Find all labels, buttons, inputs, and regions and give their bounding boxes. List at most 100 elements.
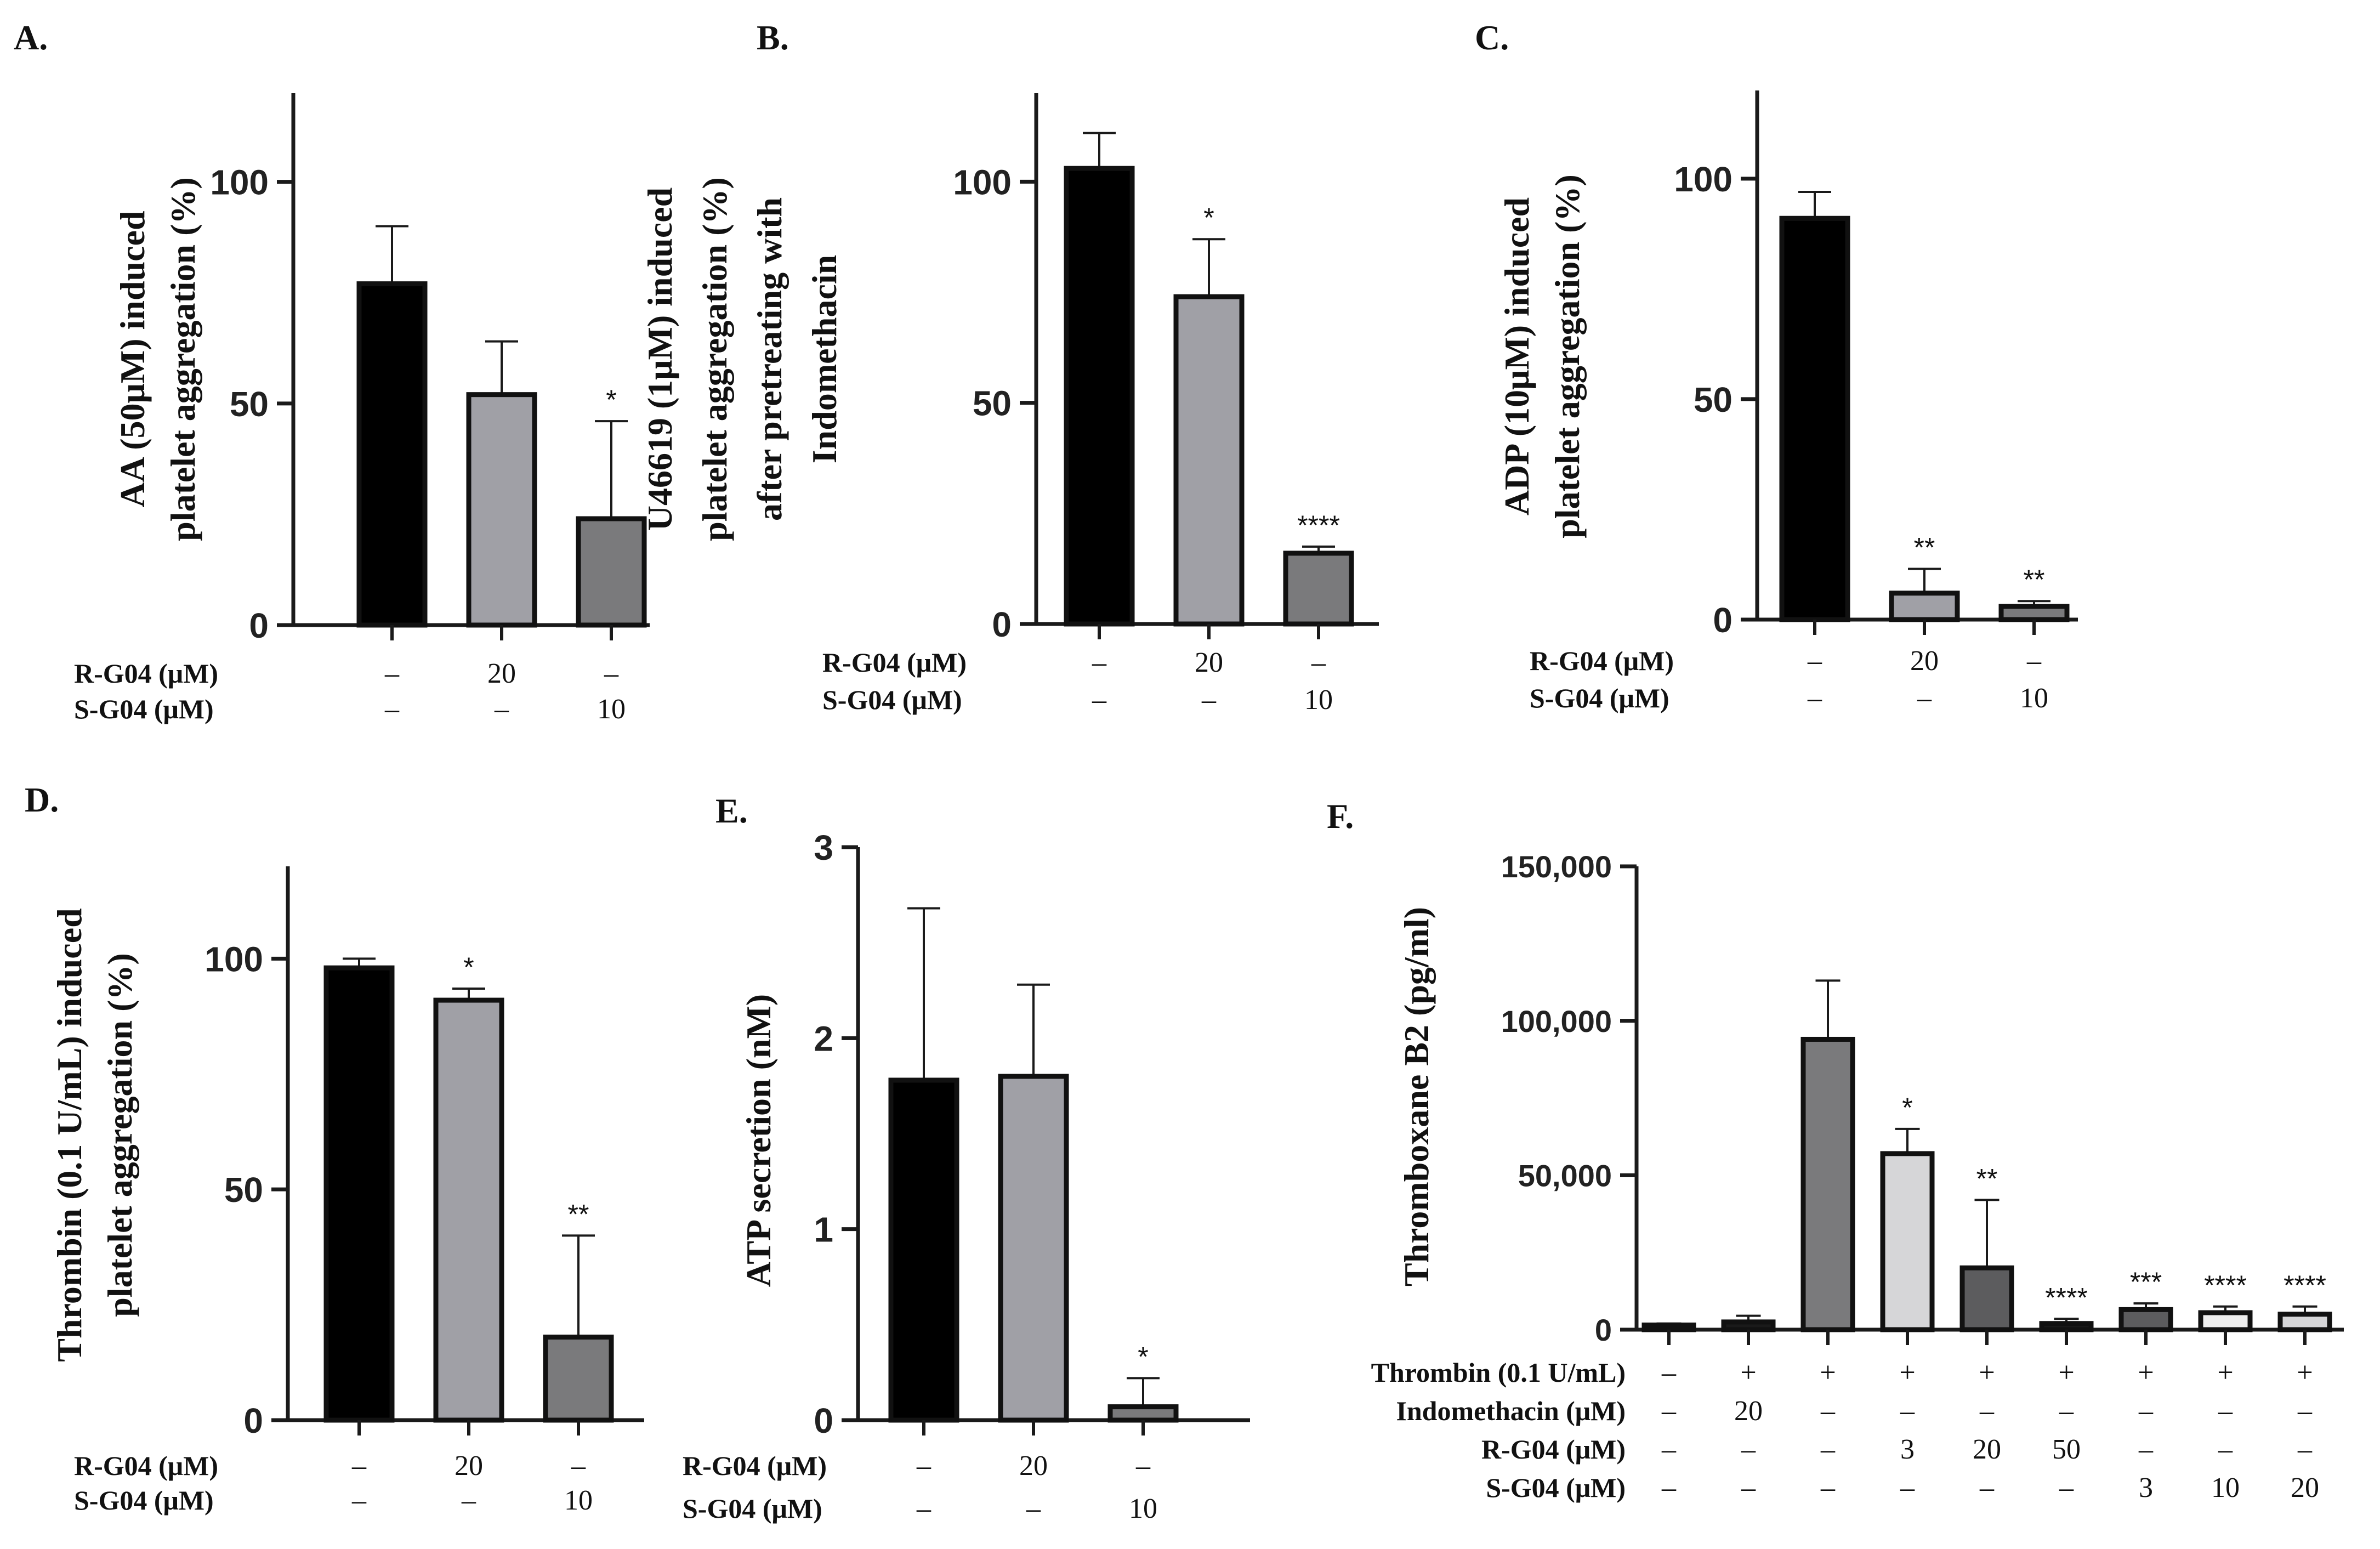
significance-marker: * — [606, 384, 616, 415]
panel-label: C. — [1475, 18, 1509, 57]
y-axis-label: Indomethacin — [805, 255, 844, 464]
condition-value: – — [1661, 1357, 1677, 1388]
condition-value: – — [2297, 1395, 2313, 1427]
y-tick-label: 50 — [230, 384, 269, 424]
y-tick-label: 0 — [243, 1401, 263, 1440]
bar — [1800, 1036, 1855, 1332]
condition-value: – — [1820, 1434, 1836, 1465]
condition-value: – — [1807, 645, 1822, 677]
significance-marker: * — [1203, 202, 1214, 233]
panel-a: A. 0 50 100 AA (50μM) induced platelet aggreg… — [14, 18, 650, 725]
condition-value: 3 — [2139, 1472, 2153, 1503]
bar — [1959, 1265, 2014, 1332]
condition-value: – — [2138, 1395, 2154, 1427]
bar — [1064, 166, 1135, 627]
y-tick-label: 2 — [814, 1019, 833, 1058]
condition-value: – — [1900, 1472, 1915, 1503]
condition-value: – — [916, 1493, 931, 1524]
condition-row-label: S-G04 (μM) — [1530, 683, 1669, 713]
y-tick-label: 3 — [814, 828, 833, 867]
condition-value: – — [2026, 645, 2042, 677]
condition-value: – — [916, 1450, 931, 1482]
y-tick-label: 100,000 — [1501, 1004, 1612, 1039]
condition-value: 20 — [487, 658, 516, 689]
significance-marker: * — [1902, 1092, 1912, 1123]
condition-row-label: R-G04 (μM) — [74, 1450, 218, 1481]
condition-value: – — [2059, 1395, 2074, 1427]
significance-marker: *** — [2130, 1267, 2162, 1297]
condition-value: – — [461, 1485, 476, 1516]
panel-label: B. — [757, 18, 789, 57]
condition-value: – — [1092, 647, 1107, 678]
y-tick-label: 0 — [249, 606, 269, 645]
condition-value: – — [1741, 1472, 1756, 1503]
condition-value: – — [1311, 647, 1326, 678]
condition-value: – — [604, 658, 619, 689]
significance-marker: **** — [2284, 1270, 2326, 1301]
y-tick-label: 50 — [973, 384, 1012, 423]
condition-row-label: R-G04 (μM) — [74, 658, 218, 689]
bar — [1721, 1319, 1776, 1332]
y-tick-label: 0 — [1595, 1313, 1612, 1347]
condition-row-label: Thrombin (0.1 U/mL) — [1371, 1357, 1626, 1388]
bar — [1998, 604, 2070, 622]
condition-value: 20 — [1019, 1450, 1048, 1482]
bar — [888, 1077, 959, 1423]
bar — [466, 392, 537, 628]
bar — [1641, 1323, 1696, 1332]
condition-value: – — [384, 694, 400, 725]
condition-value: – — [571, 1450, 586, 1482]
condition-value: – — [1807, 683, 1822, 714]
bar — [2118, 1307, 2173, 1332]
condition-value: – — [1661, 1395, 1677, 1427]
y-axis-label: ADP (10μM) induced — [1497, 197, 1536, 515]
significance-marker: * — [463, 952, 474, 983]
condition-row-label: S-G04 (μM) — [74, 1485, 214, 1516]
condition-value: – — [2138, 1434, 2154, 1465]
panel-c: C. 0 50 100 ADP (10μM) induced platelet aggre… — [1475, 18, 2078, 714]
y-tick-label: 150,000 — [1501, 849, 1612, 884]
condition-value: – — [1820, 1472, 1836, 1503]
condition-value: 20 — [1734, 1395, 1763, 1427]
bar — [576, 516, 647, 628]
panel-e: E. 0 1 2 3 ATP secretion (nM) * R-G04 (μM) – 20 – S… — [683, 791, 1250, 1524]
bar — [998, 1074, 1069, 1423]
condition-value: – — [1135, 1450, 1151, 1482]
condition-value: 20 — [1910, 645, 1939, 677]
condition-row-label: S-G04 (μM) — [74, 694, 214, 724]
condition-value: – — [1201, 684, 1217, 716]
y-axis-label: AA (50μM) induced — [113, 211, 152, 507]
y-axis-label: platelet aggregation (%) — [100, 953, 139, 1317]
condition-value: – — [2218, 1434, 2233, 1465]
bar — [323, 965, 395, 1423]
condition-row-label: S-G04 (μM) — [683, 1493, 822, 1524]
condition-value: 10 — [1129, 1493, 1157, 1524]
panel-label: E. — [715, 791, 748, 830]
condition-value: 10 — [2211, 1472, 2240, 1503]
condition-value: + — [1899, 1357, 1915, 1388]
condition-value: – — [2297, 1434, 2313, 1465]
y-axis-label: ATP secretion (nM) — [739, 994, 778, 1287]
condition-value: 50 — [2052, 1434, 2081, 1465]
condition-value: 10 — [1304, 684, 1333, 716]
bar — [356, 281, 428, 628]
condition-value: – — [351, 1450, 367, 1482]
y-tick-label: 50,000 — [1518, 1158, 1612, 1193]
bar — [1107, 1404, 1179, 1423]
condition-row-label: R-G04 (μM) — [683, 1450, 827, 1481]
bar — [1779, 215, 1850, 622]
condition-value: + — [1820, 1357, 1836, 1388]
condition-value: – — [384, 658, 400, 689]
condition-value: 20 — [2291, 1472, 2319, 1503]
bar — [1889, 591, 1960, 622]
condition-value: 20 — [1195, 647, 1223, 678]
y-tick-label: 1 — [814, 1210, 833, 1250]
condition-value: – — [1026, 1493, 1041, 1524]
significance-marker: **** — [2045, 1282, 2088, 1313]
condition-value: 10 — [597, 694, 626, 725]
condition-row-label: R-G04 (μM) — [1530, 645, 1674, 676]
panel-label: A. — [14, 18, 48, 57]
condition-value: 20 — [455, 1450, 483, 1482]
bar — [543, 1335, 614, 1423]
